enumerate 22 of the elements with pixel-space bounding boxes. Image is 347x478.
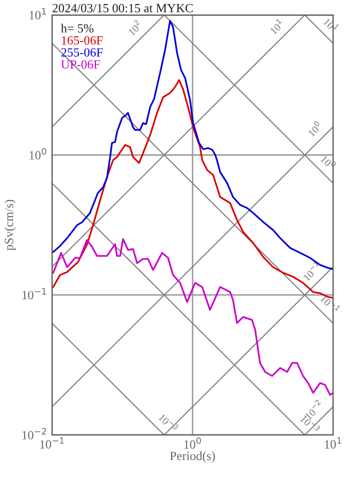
y-axis-title: pSv(cm/s) — [4, 200, 16, 250]
chart-title: 2024/03/15 00:15 at MYKC — [52, 4, 193, 12]
y-tick-label: 10$^{1}$ — [30, 8, 46, 20]
text: UP-06F — [61, 60, 100, 69]
x-tick-label: 10$^{0}$ — [184, 437, 201, 449]
annotation: 10$^{2}$ — [126, 20, 143, 36]
annotation: 10$^{0}$ — [306, 120, 323, 137]
annotation: 10$^{−1}$ — [301, 260, 322, 282]
x-tick-label: 10$^{1}$ — [324, 437, 342, 449]
annotation: 10$^{−3}$ — [158, 412, 179, 433]
x-tick-label: 10$^{−1}$ — [40, 437, 64, 449]
legend-title: h= 5% — [60, 24, 94, 33]
y-tick-label: 10$^{0}$ — [30, 148, 46, 160]
text: 255-06F — [61, 48, 103, 57]
annotation: 10$^{1}$ — [323, 16, 340, 33]
annotation: 10$^{−1}$ — [320, 293, 341, 314]
text: 165-06F — [62, 36, 103, 45]
x-axis-title: Period(s) — [170, 451, 215, 463]
annotation: 10$^{0}$ — [320, 154, 337, 170]
annotation: 10$^{1}$ — [268, 18, 284, 35]
y-tick-label: 10$^{−2}$ — [22, 428, 46, 440]
y-tick-label: 10$^{−1}$ — [22, 288, 46, 300]
